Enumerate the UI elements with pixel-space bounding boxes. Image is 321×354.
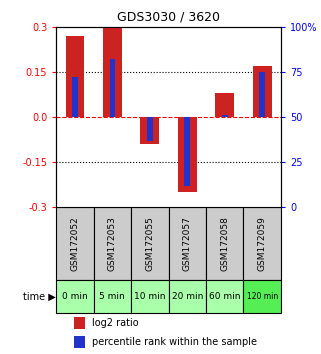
Bar — [94, 207, 131, 280]
Text: 120 min: 120 min — [247, 292, 278, 301]
Bar — [178, 117, 196, 193]
Bar — [222, 115, 228, 117]
Bar — [56, 280, 94, 313]
Text: 0 min: 0 min — [62, 292, 88, 301]
Bar — [206, 280, 243, 313]
Bar — [243, 207, 281, 280]
Bar — [103, 27, 122, 117]
Bar — [253, 66, 272, 117]
Title: GDS3030 / 3620: GDS3030 / 3620 — [117, 11, 220, 24]
Bar — [72, 77, 78, 117]
Text: 60 min: 60 min — [209, 292, 240, 301]
Bar — [141, 117, 159, 144]
Bar — [109, 59, 115, 117]
Bar — [169, 207, 206, 280]
Bar — [147, 117, 152, 141]
Text: 5 min: 5 min — [100, 292, 125, 301]
Text: percentile rank within the sample: percentile rank within the sample — [92, 337, 257, 347]
Text: GSM172055: GSM172055 — [145, 216, 154, 271]
Bar — [169, 280, 206, 313]
Text: log2 ratio: log2 ratio — [92, 318, 139, 328]
Bar — [65, 36, 84, 117]
Text: GSM172058: GSM172058 — [220, 216, 229, 271]
Text: GSM172053: GSM172053 — [108, 216, 117, 271]
Text: GSM172057: GSM172057 — [183, 216, 192, 271]
Bar — [206, 207, 243, 280]
Bar — [131, 207, 169, 280]
Bar — [243, 280, 281, 313]
Bar — [259, 72, 265, 117]
Bar — [215, 93, 234, 117]
Text: GSM172059: GSM172059 — [258, 216, 267, 271]
Bar — [94, 280, 131, 313]
Text: GSM172052: GSM172052 — [70, 216, 79, 271]
Bar — [185, 117, 190, 186]
Bar — [131, 280, 169, 313]
Bar — [74, 317, 85, 329]
Text: time ▶: time ▶ — [23, 291, 56, 301]
Bar — [56, 207, 94, 280]
Text: 10 min: 10 min — [134, 292, 166, 301]
Text: 20 min: 20 min — [171, 292, 203, 301]
Bar — [74, 336, 85, 348]
